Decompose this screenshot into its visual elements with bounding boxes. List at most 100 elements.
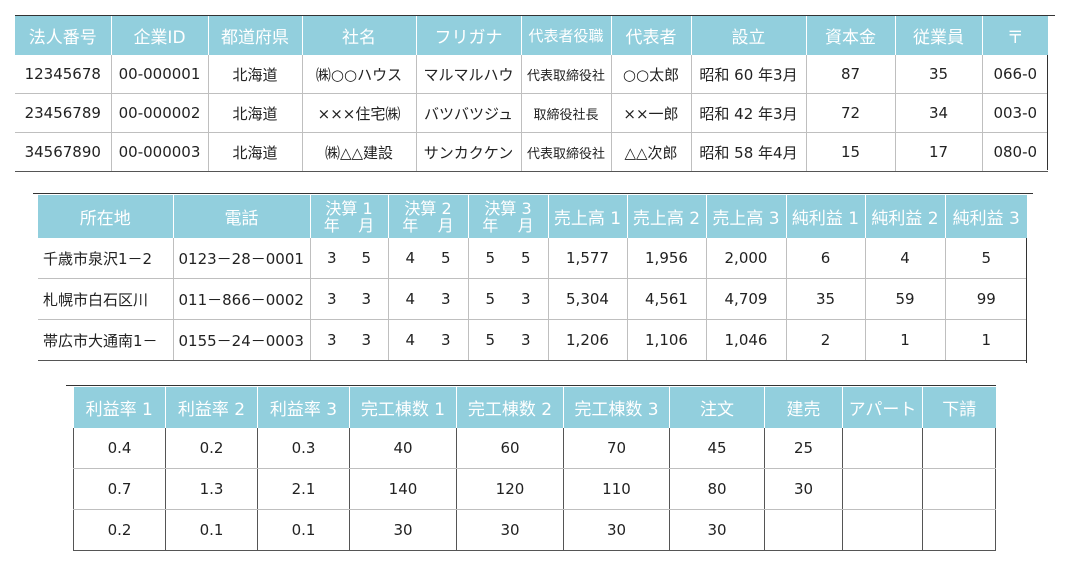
table-cell[interactable]: 昭和 60 年3月 xyxy=(691,55,807,94)
table-cell[interactable]: 2,000 xyxy=(706,238,787,279)
table-cell[interactable] xyxy=(764,509,843,551)
col-header[interactable]: 利益率 2 xyxy=(165,387,258,428)
table-cell[interactable]: 札幌市白石区川 xyxy=(38,278,174,320)
table-cell[interactable]: 120 xyxy=(456,468,564,510)
col-header[interactable]: 社名 xyxy=(302,16,417,55)
col-header[interactable]: フリガナ xyxy=(416,16,522,55)
table-cell[interactable]: 25 xyxy=(764,428,843,469)
table-cell[interactable] xyxy=(922,468,996,510)
table-cell[interactable]: 1,106 xyxy=(627,319,707,361)
table-cell[interactable]: 5,304 xyxy=(548,278,628,320)
table-cell[interactable]: マルマルハウ xyxy=(416,55,522,94)
col-header[interactable]: 企業ID xyxy=(111,16,209,55)
col-header[interactable]: 設立 xyxy=(691,16,807,55)
col-header[interactable]: 利益率 1 xyxy=(73,387,166,428)
col-header[interactable]: 利益率 3 xyxy=(257,387,350,428)
table-cell[interactable]: バツバツジュ xyxy=(416,93,522,133)
table-cell[interactable]: 昭和 42 年3月 xyxy=(691,93,807,133)
col-header[interactable]: 注文 xyxy=(669,387,765,428)
table-cell[interactable]: 066-0 xyxy=(982,55,1048,94)
table-cell[interactable]: 17 xyxy=(895,132,983,172)
table-cell[interactable]: 北海道 xyxy=(208,93,303,133)
table-cell[interactable]: 0.3 xyxy=(257,428,350,469)
col-header[interactable]: 従業員 xyxy=(895,16,983,55)
col-header[interactable]: 決算 1 年月 xyxy=(310,195,389,238)
table-cell[interactable]: ×××住宅㈱ xyxy=(302,93,417,133)
table-cell[interactable]: 00-000003 xyxy=(111,132,209,172)
table-cell[interactable]: 0.2 xyxy=(165,428,258,469)
table-cell[interactable] xyxy=(842,468,923,510)
table-cell[interactable]: 30 xyxy=(349,509,457,551)
table-cell[interactable]: 30 xyxy=(456,509,564,551)
col-header[interactable]: アパート xyxy=(842,387,923,428)
table-cell[interactable]: 4,561 xyxy=(627,278,707,320)
table-cell[interactable]: 12345678 xyxy=(15,55,112,94)
col-header[interactable]: 完工棟数 3 xyxy=(563,387,670,428)
table-cell[interactable]: 2.1 xyxy=(257,468,350,510)
table-cell[interactable]: 1 xyxy=(945,319,1027,361)
col-header[interactable]: 法人番号 xyxy=(15,16,112,55)
table-cell[interactable]: 34567890 xyxy=(15,132,112,172)
table-cell[interactable]: 5 xyxy=(945,238,1027,279)
col-header[interactable]: 売上高 3 xyxy=(706,195,787,238)
table-cell[interactable]: 0.2 xyxy=(73,509,166,551)
col-header[interactable]: 資本金 xyxy=(806,16,896,55)
col-header[interactable]: 純利益 1 xyxy=(786,195,866,238)
table-cell[interactable]: 千歳市泉沢1－2 xyxy=(38,238,174,279)
table-cell[interactable]: 30 xyxy=(563,509,670,551)
col-header[interactable]: 〒 xyxy=(982,16,1048,55)
table-cell[interactable]: 00-000001 xyxy=(111,55,209,94)
table-cell[interactable]: 代表取締役社 xyxy=(521,55,612,94)
table-cell[interactable]: 昭和 58 年4月 xyxy=(691,132,807,172)
table-cell[interactable]: ××一郎 xyxy=(611,93,692,133)
col-header[interactable]: 建売 xyxy=(764,387,843,428)
table-cell[interactable]: 00-000002 xyxy=(111,93,209,133)
table-cell[interactable]: 40 xyxy=(349,428,457,469)
col-header[interactable]: 純利益 3 xyxy=(945,195,1027,238)
col-header[interactable]: 純利益 2 xyxy=(865,195,946,238)
table-cell[interactable]: 140 xyxy=(349,468,457,510)
col-header[interactable]: 決算 3 年月 xyxy=(468,195,549,238)
table-cell[interactable]: 帯広市大通南1－ xyxy=(38,319,174,361)
col-header[interactable]: 完工棟数 2 xyxy=(456,387,564,428)
table-cell[interactable]: 1,577 xyxy=(548,238,628,279)
table-cell[interactable]: 45 xyxy=(669,428,765,469)
table-cell[interactable]: 110 xyxy=(563,468,670,510)
col-header[interactable]: 売上高 1 xyxy=(548,195,628,238)
table-cell[interactable]: 72 xyxy=(806,93,896,133)
table-cell[interactable]: 4,709 xyxy=(706,278,787,320)
table-cell[interactable]: ○○太郎 xyxy=(611,55,692,94)
col-header[interactable]: 代表者 xyxy=(611,16,692,55)
table-cell[interactable]: 30 xyxy=(669,509,765,551)
table-cell[interactable] xyxy=(842,509,923,551)
table-cell[interactable]: 0.1 xyxy=(165,509,258,551)
table-cell[interactable]: 1,046 xyxy=(706,319,787,361)
table-cell[interactable]: サンカクケン xyxy=(416,132,522,172)
table-cell[interactable]: 0.1 xyxy=(257,509,350,551)
table-cell[interactable]: 60 xyxy=(456,428,564,469)
table-cell[interactable]: 70 xyxy=(563,428,670,469)
table-cell[interactable]: 取締役社長 xyxy=(521,93,612,133)
table-cell[interactable]: 1 xyxy=(865,319,946,361)
table-cell[interactable]: 87 xyxy=(806,55,896,94)
col-header[interactable]: 所在地 xyxy=(38,195,174,238)
col-header[interactable]: 都道府県 xyxy=(208,16,303,55)
table-cell[interactable]: 23456789 xyxy=(15,93,112,133)
table-cell[interactable]: 2 xyxy=(786,319,866,361)
table-cell[interactable] xyxy=(922,428,996,469)
table-cell[interactable]: 4 xyxy=(865,238,946,279)
table-cell[interactable]: 99 xyxy=(945,278,1027,320)
col-header[interactable]: 売上高 2 xyxy=(627,195,707,238)
table-cell[interactable]: 0155－24－0003 xyxy=(173,319,311,361)
table-cell[interactable]: 080-0 xyxy=(982,132,1048,172)
table-cell[interactable] xyxy=(922,509,996,551)
col-header[interactable]: 代表者役職 xyxy=(521,16,612,55)
